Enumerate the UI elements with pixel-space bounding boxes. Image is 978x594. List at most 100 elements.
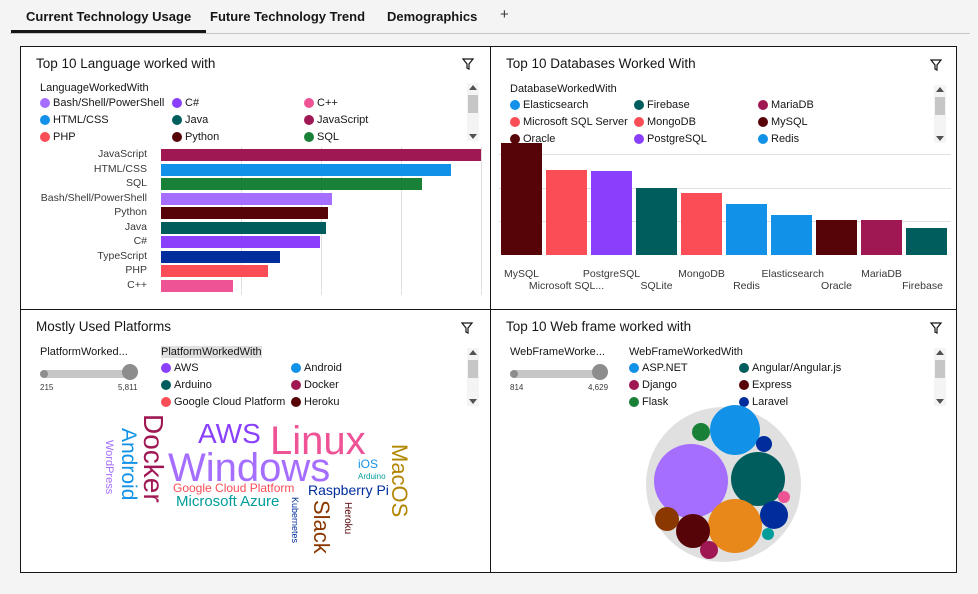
word-cloud-word[interactable]: Linux (270, 419, 366, 463)
bubble[interactable] (756, 436, 772, 452)
word-cloud-word[interactable]: Microsoft Azure (176, 493, 280, 510)
bubble[interactable] (762, 528, 774, 540)
bar[interactable] (726, 203, 767, 255)
legend-item[interactable]: Java (172, 114, 208, 126)
slider-max-handle[interactable] (122, 364, 138, 380)
bar[interactable] (161, 221, 327, 234)
word-cloud-word[interactable]: WordPress (103, 440, 115, 495)
legend-scrollbar[interactable] (467, 348, 479, 406)
platforms-panel: Mostly Used Platforms PlatformWorked... … (20, 309, 491, 573)
legend-swatch (40, 98, 50, 108)
bubble[interactable] (708, 499, 762, 553)
legend-item[interactable]: Docker (291, 379, 339, 391)
bubble[interactable] (655, 507, 679, 531)
legend-item[interactable]: MongoDB (634, 116, 696, 128)
slider-min-handle[interactable] (40, 370, 48, 378)
legend-item[interactable]: Firebase (634, 99, 690, 111)
legend-item[interactable]: Bash/Shell/PowerShell (40, 97, 164, 109)
legend-item[interactable]: HTML/CSS (40, 114, 109, 126)
legend-item[interactable]: Python (172, 131, 219, 143)
bar[interactable] (161, 236, 321, 248)
bar[interactable] (161, 265, 268, 277)
add-tab-button[interactable]: + (500, 6, 509, 23)
bar[interactable] (161, 250, 281, 263)
legend-item[interactable]: Django (629, 379, 677, 391)
filter-icon[interactable] (462, 58, 474, 70)
bar-label: HTML/CSS (93, 162, 147, 175)
filter-icon[interactable] (461, 322, 473, 334)
word-cloud-word[interactable]: Kubernetes (290, 497, 300, 544)
slider-max-handle[interactable] (592, 364, 608, 380)
word-cloud-word[interactable]: Raspberry Pi (308, 482, 389, 498)
legend-item[interactable]: JavaScript (304, 114, 368, 126)
legend-item[interactable]: PHP (40, 131, 76, 143)
tab-demographics[interactable]: Demographics (387, 9, 478, 24)
legend-item[interactable]: C# (172, 97, 199, 109)
bar[interactable] (636, 188, 677, 255)
legend-item[interactable]: PostgreSQL (634, 133, 707, 145)
bubble[interactable] (700, 541, 718, 559)
legend-item[interactable]: Redis (758, 133, 799, 145)
bubble[interactable] (710, 405, 760, 455)
legend-item[interactable]: ASP.NET (629, 362, 688, 374)
legend-item[interactable]: Arduino (161, 379, 212, 391)
bar[interactable] (906, 228, 947, 255)
legend-swatch (172, 115, 182, 125)
legend-label: Arduino (174, 379, 212, 391)
legend-item[interactable]: C++ (304, 97, 338, 109)
word-cloud-word[interactable]: Arduino (358, 472, 386, 481)
bar[interactable] (771, 214, 812, 255)
legend-item[interactable]: Express (739, 379, 792, 391)
legend-item[interactable]: Oracle (510, 133, 555, 145)
word-cloud-word[interactable]: Heroku (342, 502, 353, 535)
bar[interactable] (501, 143, 542, 255)
legend-item[interactable]: Google Cloud Platform (161, 396, 285, 408)
legend-scrollbar[interactable] (467, 83, 479, 141)
slider-min-handle[interactable] (510, 370, 518, 378)
bar[interactable] (816, 219, 857, 255)
bar[interactable] (161, 178, 423, 190)
bar[interactable] (681, 193, 722, 255)
tab-current-technology-usage[interactable]: Current Technology Usage (10, 9, 207, 33)
legend-item[interactable]: Elasticsearch (510, 99, 588, 111)
word-cloud-word[interactable]: Docker (138, 414, 169, 503)
legend-item[interactable]: Microsoft SQL Server (510, 116, 628, 128)
legend-item[interactable]: SQL (304, 131, 339, 143)
legend-item[interactable]: AWS (161, 362, 199, 374)
word-cloud-word[interactable]: Android (117, 428, 140, 501)
bubble[interactable] (778, 491, 790, 503)
legend-scrollbar[interactable] (934, 85, 946, 143)
filter-icon[interactable] (930, 59, 942, 71)
legend-label: Android (304, 362, 342, 374)
legend-item[interactable]: Laravel (739, 396, 788, 408)
bar[interactable] (161, 207, 329, 219)
word-cloud-word[interactable]: Google Cloud Platform (173, 481, 295, 495)
legend-item[interactable]: MariaDB (758, 99, 814, 111)
filter-icon[interactable] (930, 322, 942, 334)
word-cloud-word[interactable]: AWS (198, 418, 261, 449)
bar[interactable] (161, 149, 481, 161)
legend-item[interactable]: Flask (629, 396, 668, 408)
legend-item[interactable]: Angular/Angular.js (739, 362, 841, 374)
legend-item[interactable]: Heroku (291, 396, 339, 408)
legend-scrollbar[interactable] (934, 348, 946, 406)
bubble[interactable] (760, 501, 788, 529)
bar[interactable] (161, 163, 451, 176)
bubble[interactable] (731, 452, 785, 506)
bar[interactable] (161, 192, 332, 205)
size-slider-track[interactable] (42, 370, 132, 378)
legend-item[interactable]: MySQL (758, 116, 808, 128)
bubble[interactable] (692, 423, 710, 441)
size-slider-track[interactable] (512, 370, 602, 378)
tab-future-technology-trend[interactable]: Future Technology Trend (210, 9, 366, 24)
legend-item[interactable]: Android (291, 362, 342, 374)
bar[interactable] (861, 220, 902, 255)
bar[interactable] (546, 170, 587, 255)
word-cloud-word[interactable]: Slack (309, 500, 334, 554)
word-cloud-word[interactable]: iOS (358, 457, 379, 471)
legend-swatch (291, 380, 301, 390)
bar[interactable] (161, 279, 233, 292)
word-cloud-word[interactable]: MacOS (387, 444, 412, 518)
word-cloud-word[interactable]: Windows (168, 446, 331, 490)
bar[interactable] (591, 170, 632, 255)
